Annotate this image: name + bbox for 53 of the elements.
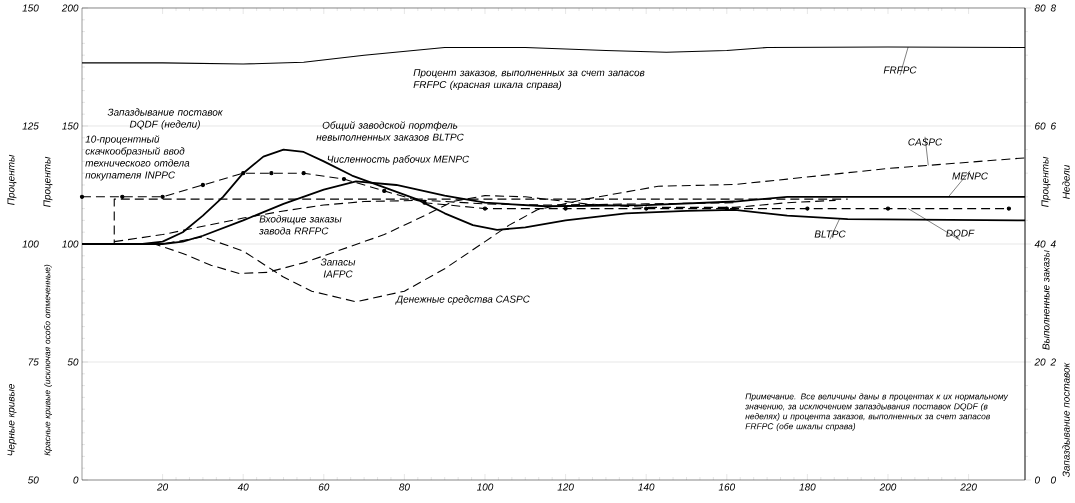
y-tick-label: 200 [61, 4, 79, 12]
annotation: Общий заводской портфель невыполненных заказов BLTPC [316, 121, 464, 141]
annotation: Входящие заказы завода RRFPC [259, 215, 342, 235]
y2-tick-label: 80 [1034, 4, 1046, 12]
y-tick-label: 0 [73, 476, 79, 484]
x-tick-label: 160 [718, 483, 736, 491]
annotation: Примечание. Все величины даны в процентах к их нормальному значению, за исключением запаздывания поставок DQDF (в неделях) и процента заказов, выполненных за счет запасов FRFPC (обе шкалы справа) [745, 393, 1009, 431]
x-tick-label: 220 [960, 483, 977, 491]
annotation: Процент заказов, выполненных за счет запасов FRFPC (красная шкала справа) [413, 69, 645, 91]
annotation: Запаздывание поставок DQDF (недели) [107, 108, 223, 130]
y2-tick-label: 0 [1034, 476, 1040, 484]
y-tick-label: 100 [62, 240, 79, 248]
text: Черные кривые [7, 384, 17, 456]
y2-tick-label: 60 [1035, 122, 1046, 130]
text: 150 [22, 4, 39, 12]
y2-axis-title: Проценты [1041, 156, 1051, 208]
text: Выполненные заказы [1042, 250, 1050, 350]
x-tick-label: 20 [157, 483, 169, 491]
y2-tick-label: 20 [1034, 358, 1046, 366]
annotation: Денежные средства CASPC [395, 295, 530, 305]
series-label: BLTPC [814, 230, 846, 238]
y3-tick-label: 4 [1050, 240, 1056, 248]
text: 50 [27, 476, 39, 484]
y-tick-label: 50 [67, 358, 79, 366]
annotation: Запасы IAFPC [320, 258, 356, 278]
y3-tick-label: 0 [1050, 476, 1056, 484]
series-label: MENPC [952, 172, 989, 180]
text: 75 [28, 358, 39, 366]
x-tick-label: 120 [557, 483, 574, 491]
y3-tick-label: 2 [1050, 358, 1056, 366]
x-tick-label: 180 [799, 483, 816, 491]
annotation: Численность рабочих MENPC [327, 155, 470, 165]
text: DQDF [946, 229, 975, 239]
y3-tick-label: 6 [1051, 122, 1057, 130]
x-tick-label: 60 [318, 483, 330, 491]
x-tick-label: 80 [399, 483, 410, 491]
x-tick-label: 200 [879, 483, 897, 491]
text: Запаздывание поставок [1062, 362, 1070, 478]
x-tick-label: 40 [237, 483, 249, 491]
annotation: 10-процентный скачкообразный ввод технического отдела покупателя INPPC [85, 135, 190, 181]
series-label: FRFPC [883, 66, 917, 74]
text: 125 [22, 122, 39, 130]
y3-tick-label: 8 [1050, 4, 1057, 12]
y-tick-label: 150 [62, 122, 79, 130]
x-tick-label: 140 [638, 483, 655, 491]
y-axis-title: Проценты [43, 156, 53, 208]
series-label: CASPC [908, 138, 943, 146]
text: Красные кривые (исключая особо отмеченные) [44, 264, 52, 456]
text: 100 [22, 240, 39, 248]
y2-tick-label: 40 [1034, 240, 1046, 248]
y3-axis-title: Недели [1062, 164, 1070, 199]
x-tick-label: 100 [476, 483, 494, 491]
text: Проценты [7, 154, 17, 206]
